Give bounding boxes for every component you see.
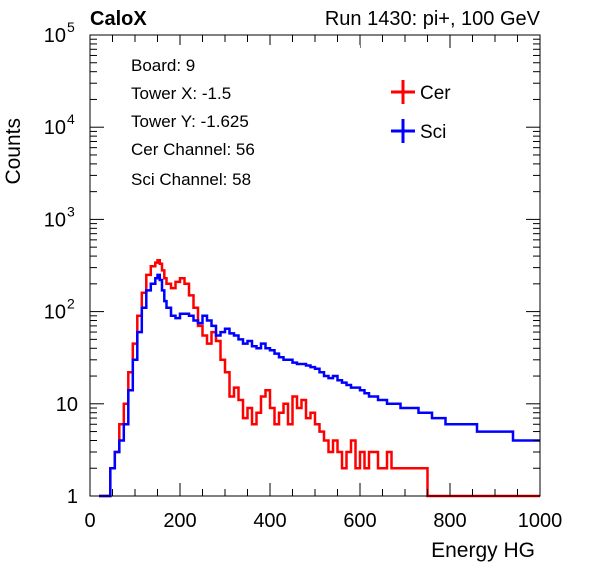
y-tick-label: 1 bbox=[67, 486, 78, 508]
x-axis-label: Energy HG bbox=[431, 539, 535, 562]
legend-marker-cer bbox=[391, 80, 415, 104]
x-tick-label: 0 bbox=[84, 510, 95, 532]
y-tick-label: 10 bbox=[44, 25, 66, 47]
info-tower-x: Tower X: -1.5 bbox=[131, 84, 231, 103]
info-board: Board: 9 bbox=[131, 56, 195, 75]
y-axis-label: Counts bbox=[2, 118, 25, 185]
y-tick-label: 10 bbox=[44, 117, 66, 139]
y-tick-label-exponent: 5 bbox=[67, 19, 75, 35]
chart-title-left: CaloX bbox=[90, 8, 147, 30]
info-box: Board: 9 Tower X: -1.5 Tower Y: -1.625 C… bbox=[120, 45, 360, 195]
x-tick-label: 1000 bbox=[518, 510, 563, 532]
x-tick-label: 800 bbox=[433, 510, 466, 532]
chart-title-right: Run 1430: pi+, 100 GeV bbox=[325, 8, 541, 30]
legend-label-sci: Sci bbox=[420, 122, 446, 143]
y-tick-label: 10 bbox=[44, 209, 66, 231]
y-tick-label: 10 bbox=[56, 394, 78, 416]
y-tick-label-exponent: 2 bbox=[67, 296, 75, 312]
y-tick-label-exponent: 4 bbox=[67, 111, 75, 127]
info-tower-y: Tower Y: -1.625 bbox=[131, 112, 249, 131]
y-tick-label-exponent: 3 bbox=[67, 203, 75, 219]
info-cer-channel: Cer Channel: 56 bbox=[131, 140, 255, 159]
y-tick-label: 10 bbox=[44, 302, 66, 324]
legend-label-cer: Cer bbox=[420, 83, 451, 104]
x-tick-label: 600 bbox=[343, 510, 376, 532]
info-sci-channel: Sci Channel: 58 bbox=[131, 170, 251, 189]
x-tick-label: 200 bbox=[163, 510, 196, 532]
series-line-sci bbox=[99, 273, 540, 498]
info-box-background bbox=[120, 45, 360, 195]
series-layer bbox=[99, 259, 540, 498]
series-line-cer bbox=[99, 259, 540, 498]
x-tick-label: 400 bbox=[253, 510, 286, 532]
legend: Cer Sci bbox=[391, 80, 451, 143]
legend-marker-sci bbox=[391, 119, 415, 143]
